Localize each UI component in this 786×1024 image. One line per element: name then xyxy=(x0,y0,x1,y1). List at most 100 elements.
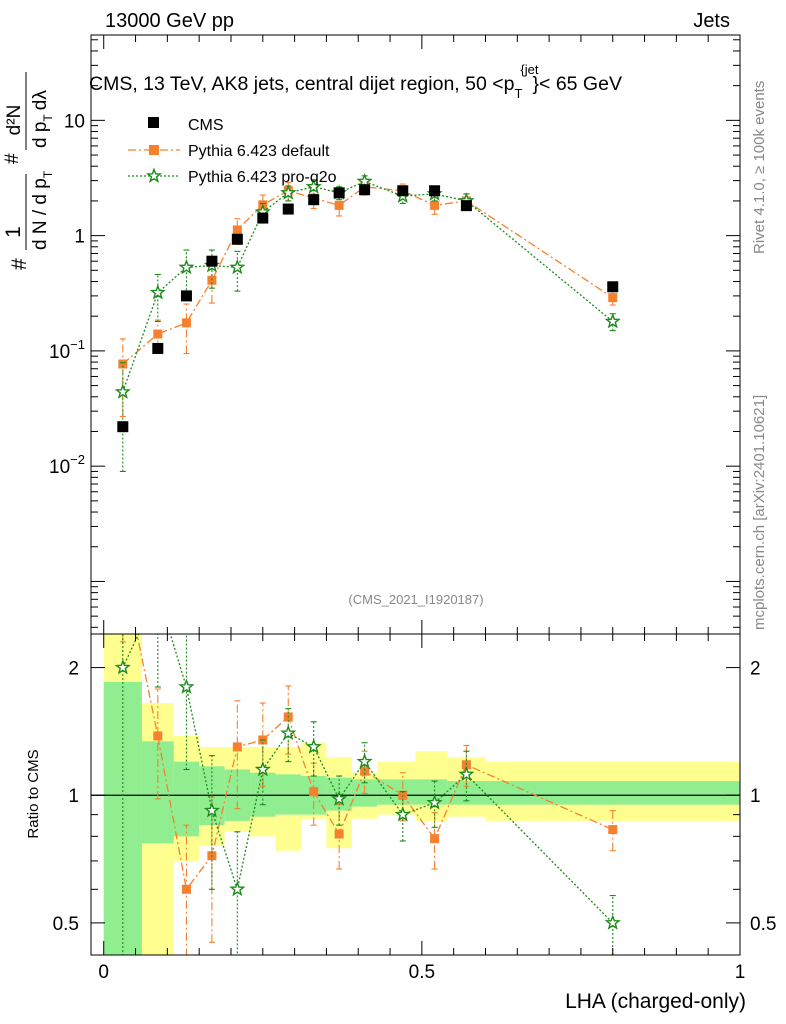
main-point-default xyxy=(430,200,440,210)
main-line-pythia-6-423-pro-q2o xyxy=(122,180,614,393)
svg-text:CMS, 13 TeV, AK8 jets, central: CMS, 13 TeV, AK8 jets, central dijet reg… xyxy=(89,62,622,101)
ratio-y-tick-label-right: 0.5 xyxy=(750,914,776,935)
ratio-plot-content xyxy=(91,560,740,955)
ratio-point-proq2o xyxy=(426,794,443,810)
legend-entry-default: Pythia 6.423 default xyxy=(128,143,330,160)
ratio-y-tick-label-right: 2 xyxy=(750,659,761,680)
legend-label-cms: CMS xyxy=(188,117,224,134)
ratio-y-tick-label-left: 1 xyxy=(68,786,79,807)
ratio-point-default xyxy=(153,731,163,741)
ratio-line-pythia-6-423-default xyxy=(136,634,613,891)
ratio-x-tick-label: 0.5 xyxy=(409,962,435,983)
main-y-tick-label: 10 xyxy=(64,111,85,132)
main-y-tick-base: 10 xyxy=(49,342,70,363)
main-point-proq2o xyxy=(356,172,373,189)
ratio-point-proq2o xyxy=(280,724,297,741)
main-point-proq2o xyxy=(280,184,297,200)
x-axis-label: LHA (charged-only) xyxy=(565,990,746,1013)
ratio-point-proq2o xyxy=(152,586,164,598)
ratio-point-default xyxy=(430,834,440,844)
main-point-cms xyxy=(397,185,409,197)
main-y-tick-exp: −2 xyxy=(70,452,85,467)
main-point-cms xyxy=(117,421,129,433)
ratio-line-pythia-6-423-pro-q2o xyxy=(122,634,614,924)
main-point-cms xyxy=(231,233,243,245)
ratio-y-tick-label-right: 1 xyxy=(750,786,761,807)
analysis-id: (CMS_2021_I1920187) xyxy=(348,592,483,607)
main-point-cms xyxy=(282,203,294,215)
legend-entry-cms: CMS xyxy=(148,117,224,134)
plot-title: CMS, 13 TeV, AK8 jets, central dijet reg… xyxy=(89,62,622,101)
ylabel-frac2-den-sub: T xyxy=(41,114,55,122)
ylabel-frac2-den: d p xyxy=(30,122,51,148)
legend-label-default: Pythia 6.423 default xyxy=(188,143,330,160)
ratio-point-proq2o xyxy=(178,678,195,694)
main-point-proq2o xyxy=(114,383,131,399)
ratio-point-proq2o xyxy=(394,806,411,822)
ratio-point-default xyxy=(360,766,370,776)
ylabel-mid: # xyxy=(2,153,23,164)
ratio-point-default xyxy=(334,829,344,839)
ratio-x-tick-label: 1 xyxy=(735,962,746,983)
ratio-y-tick-label-left: 2 xyxy=(68,659,79,680)
legend-entry-proq2o: Pythia 6.423 pro-q2o xyxy=(128,167,337,186)
title-sup: {jet xyxy=(520,62,538,77)
mcplots-label: mcplots.cern.ch [arXiv:2401.10621] xyxy=(751,395,768,630)
ratio-point-default xyxy=(181,884,191,894)
ratio-y-tick-label-left: 0.5 xyxy=(53,914,79,935)
ratio-point-proq2o xyxy=(331,790,348,806)
ylabel-frac2-den-suffix: dλ xyxy=(30,90,51,111)
main-y-tick-label: 10−1 xyxy=(49,337,85,363)
ratio-band-inner xyxy=(485,781,740,805)
main-point-cms xyxy=(257,212,269,224)
main-point-cms xyxy=(206,255,218,267)
main-point-default xyxy=(181,318,191,328)
main-point-cms xyxy=(359,184,371,196)
ylabel-frac1-den: d N / d p xyxy=(30,178,51,250)
main-point-cms xyxy=(607,281,619,293)
svg-text:d N / d pT: d N / d pT xyxy=(30,170,55,250)
ratio-frame xyxy=(90,633,741,956)
ratio-point-default xyxy=(232,742,242,752)
ylabel-frac1-num: 1 xyxy=(2,226,25,238)
main-point-default xyxy=(608,293,618,303)
header-energy-label: 13000 GeV pp xyxy=(105,10,234,32)
ratio-point-proq2o xyxy=(356,753,373,769)
ratio-band-inner xyxy=(275,774,301,815)
ratio-axes: 0.5 0.5 1 1 2 2 0 0.5 1 xyxy=(53,634,776,983)
main-line-pythia-6-423-default xyxy=(122,186,614,365)
main-axes: 10 −2 10−1 1 10 xyxy=(49,35,741,634)
main-y-tick-label: 1 xyxy=(74,227,85,248)
main-point-default xyxy=(153,329,163,339)
ylabel-frac1-den-sub: T xyxy=(41,170,55,178)
ratio-point-default xyxy=(118,560,127,569)
title-text: CMS, 13 TeV, AK8 jets, central dijet reg… xyxy=(89,73,515,95)
header-category-label: Jets xyxy=(693,10,730,32)
main-point-cms xyxy=(333,187,345,199)
ratio-point-proq2o xyxy=(254,760,271,777)
rivet-version-label: Rivet 4.1.0, ≥ 100k events xyxy=(751,81,768,254)
main-point-cms xyxy=(152,342,164,354)
main-panel: 10 −2 10−1 1 10 xyxy=(49,34,741,635)
ratio-band-inner xyxy=(173,761,200,837)
svg-text:d pTdλ: d pTdλ xyxy=(30,90,55,148)
ylabel-prefix: # xyxy=(8,258,31,270)
main-point-proq2o xyxy=(604,312,621,329)
ratio-point-default xyxy=(309,787,319,797)
legend: CMS Pythia 6.423 default Pythia 6.423 pr… xyxy=(128,117,337,186)
ratio-point-default xyxy=(608,825,618,835)
main-point-proq2o xyxy=(305,178,322,194)
ratio-point-proq2o xyxy=(305,738,322,754)
main-point-proq2o xyxy=(229,258,246,275)
ratio-point-proq2o xyxy=(229,880,246,897)
main-point-cms xyxy=(429,185,441,197)
main-point-proq2o xyxy=(178,258,195,275)
ratio-y-axis-label: Ratio to CMS xyxy=(25,749,42,838)
main-y-axis-label: # 1 d N / d pT # d²N d pTdλ xyxy=(2,72,55,270)
ratio-point-proq2o xyxy=(203,802,220,818)
main-point-default xyxy=(232,225,242,235)
legend-star-marker xyxy=(145,167,163,183)
title-suffix: }< 65 GeV xyxy=(533,73,622,95)
ratio-point-proq2o xyxy=(458,765,475,782)
